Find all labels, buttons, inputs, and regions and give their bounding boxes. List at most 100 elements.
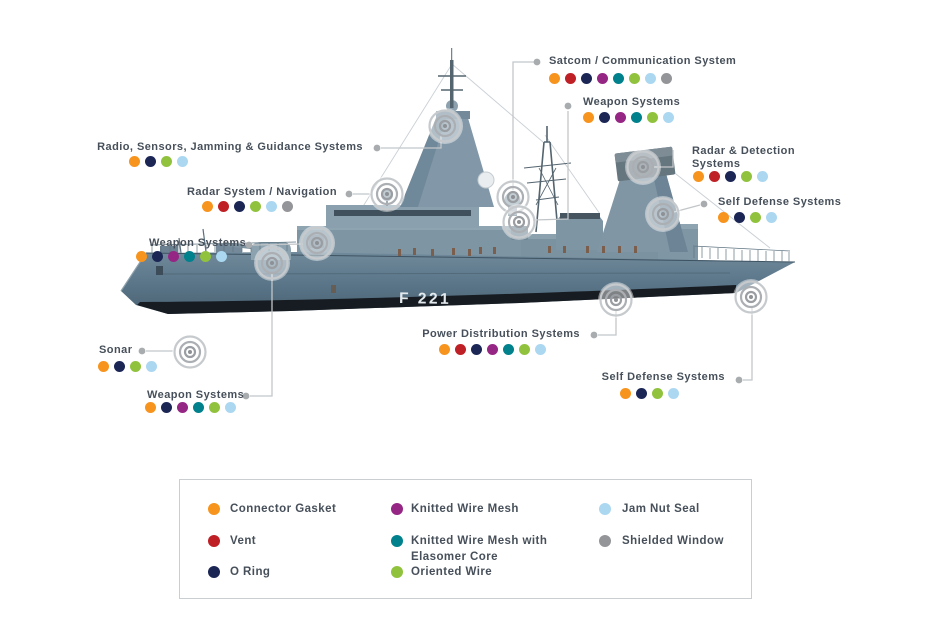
navy-dot	[145, 155, 156, 167]
waterline-band	[137, 285, 736, 314]
callout-label-text: Self Defense Systems	[601, 371, 725, 383]
orange-dot	[202, 200, 213, 212]
lightblue-dot	[177, 155, 188, 167]
callout-line-power-distribution	[598, 309, 617, 336]
navy-dot	[581, 72, 592, 84]
callout-endpoint-dot	[373, 144, 381, 152]
callout-line-weapon-systems-bottom	[250, 272, 273, 397]
lightblue-dot	[645, 72, 656, 84]
green-dot	[629, 72, 640, 84]
callout-dots-radio-sensors	[129, 155, 193, 167]
navy-dot	[114, 360, 125, 372]
callout-endpoint-dot	[564, 102, 572, 110]
purple-dot	[597, 72, 608, 84]
callout-label-text: Satcom / Communication System	[549, 55, 737, 67]
gray-legend-dot	[599, 535, 611, 547]
green-dot	[741, 170, 752, 182]
callout-label-self-defense-bottom: Self Defense Systems	[602, 371, 725, 384]
callout-dots-weapon-systems-left	[136, 250, 232, 262]
legend-label: Shielded Window	[622, 535, 724, 547]
hull-number: F 221	[399, 290, 451, 308]
lightblue-dot	[757, 170, 768, 182]
callout-dots-power-distribution	[439, 343, 551, 355]
callout-label-weapon-systems-bottom: Weapon Systems	[147, 389, 244, 402]
legend-label: Connector Gasket	[230, 503, 337, 515]
crest	[331, 285, 336, 293]
navy-dot	[636, 387, 647, 399]
teal-dot	[193, 401, 204, 413]
red-dot	[565, 72, 576, 84]
lightblue-legend-dot	[599, 503, 611, 515]
lightblue-dot	[216, 250, 227, 262]
legend-label: Jam Nut Seal	[622, 503, 700, 515]
legend-label: Vent	[230, 535, 257, 547]
callout-line-weapon-systems-top	[532, 111, 569, 221]
purple-dot	[168, 250, 179, 262]
purple-dot	[177, 401, 188, 413]
legend-label: Oriented Wire	[411, 566, 493, 578]
callout-endpoint-dot	[700, 200, 708, 208]
teal-dot	[184, 250, 195, 262]
callout-endpoint-dot	[735, 376, 743, 384]
white-radome	[477, 171, 495, 189]
target-marker-weapon-systems-bottom	[254, 245, 290, 281]
teal-legend-dot	[391, 535, 403, 547]
teal-dot	[613, 72, 624, 84]
navy-dot	[234, 200, 245, 212]
callout-dots-radar-navigation	[202, 200, 298, 212]
green-dot	[750, 211, 761, 223]
target-marker-power-distribution	[598, 282, 634, 318]
callout-label-sonar: Sonar	[99, 344, 132, 357]
orange-dot	[136, 250, 147, 262]
callout-label-text: Sonar	[99, 344, 133, 356]
target-marker-radio-sensors	[427, 108, 463, 144]
orange-dot	[693, 170, 704, 182]
callout-label-self-defense-right: Self Defense Systems	[718, 196, 841, 209]
navy-dot	[161, 401, 172, 413]
teal-dot	[631, 111, 642, 123]
callout-dots-radar-detection	[693, 170, 773, 182]
callout-dots-self-defense-right	[718, 211, 782, 223]
callout-label-text: Power Distribution Systems	[422, 328, 580, 340]
legend-label: Knitted Wire Mesh with Elasomer Core	[411, 535, 548, 563]
purple-dot	[487, 343, 498, 355]
red-dot	[709, 170, 720, 182]
callout-dots-self-defense-bottom	[620, 387, 684, 399]
target-marker-radar-navigation	[369, 176, 405, 212]
lattice-mast	[523, 126, 572, 233]
navy-dot	[471, 343, 482, 355]
callout-label-radio-sensors: Radio, Sensors, Jamming & Guidance Syste…	[97, 141, 363, 154]
navy-dot	[725, 170, 736, 182]
ship-group: F 221	[120, 48, 796, 314]
callout-label-text: Radar System / Navigation	[186, 186, 337, 198]
purple-legend-dot	[391, 503, 403, 515]
callout-label-weapon-systems-left: Weapon Systems	[149, 237, 246, 250]
legend-label: O Ring	[230, 566, 271, 578]
green-dot	[250, 200, 261, 212]
callout-label-weapon-systems-top: Weapon Systems	[583, 96, 680, 109]
callout-label-radar-navigation: Radar System / Navigation	[187, 186, 337, 199]
lightblue-dot	[146, 360, 157, 372]
anchor	[156, 266, 163, 275]
callout-dots-weapon-systems-top	[583, 111, 679, 123]
lightblue-dot	[225, 401, 236, 413]
railings	[149, 241, 791, 262]
red-dot	[218, 200, 229, 212]
green-dot	[652, 387, 663, 399]
callout-label-text: Weapon Systems	[147, 389, 245, 401]
red-legend-dot	[208, 535, 220, 547]
navy-dot	[734, 211, 745, 223]
orange-dot	[549, 72, 560, 84]
red-dot	[455, 343, 466, 355]
gray-dot	[282, 200, 293, 212]
callout-endpoint-dot	[533, 58, 541, 66]
green-dot	[130, 360, 141, 372]
callout-line-weapon-systems-left	[252, 243, 304, 246]
callout-label-radar-detection: Radar & Detection Systems	[692, 145, 795, 171]
callout-dots-sonar	[98, 360, 162, 372]
callout-label-text: Systems	[692, 158, 741, 170]
callout-endpoint-dot	[245, 241, 253, 249]
target-marker-self-defense-right	[645, 196, 681, 232]
